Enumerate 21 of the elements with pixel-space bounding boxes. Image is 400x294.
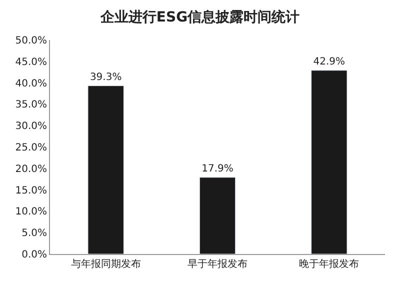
data-label: 39.3%	[90, 72, 122, 83]
y-tick-label: 10.0%	[15, 206, 47, 218]
y-tick-label: 0.0%	[22, 250, 47, 260]
y-tick-label: 20.0%	[15, 164, 47, 175]
chart-title: 企业进行ESG信息披露时间统计	[99, 8, 300, 26]
y-tick-label: 15.0%	[15, 185, 47, 196]
y-tick-label: 30.0%	[15, 121, 47, 132]
y-tick-label: 25.0%	[15, 142, 47, 154]
x-tick-label: 晚于年报发布	[299, 258, 360, 270]
y-tick-label: 40.0%	[15, 78, 47, 90]
y-tick-label: 5.0%	[22, 228, 47, 240]
bar	[199, 177, 236, 254]
data-label: 17.9%	[202, 163, 234, 174]
bar	[88, 86, 124, 254]
bar	[311, 70, 348, 254]
y-tick-label: 45.0%	[15, 56, 47, 68]
x-tick-label: 早于年报发布	[188, 258, 248, 270]
y-tick-label: 35.0%	[15, 100, 47, 111]
data-label: 42.9%	[313, 56, 346, 68]
x-tick-label: 与年报同期发布	[70, 258, 141, 270]
y-tick-label: 50.0%	[15, 36, 47, 46]
